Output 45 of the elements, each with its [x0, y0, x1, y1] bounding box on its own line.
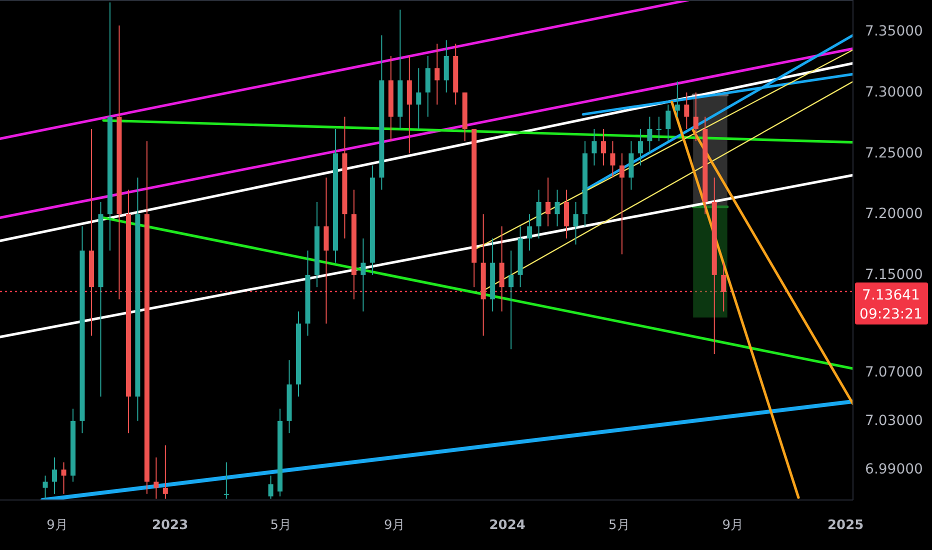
x-tick-label: 2024: [489, 518, 526, 533]
x-tick-label: 9月: [46, 518, 68, 533]
candlestick: [600, 128, 606, 166]
y-tick-label: 7.20000: [865, 206, 923, 222]
x-tick-label: 9月: [722, 518, 744, 533]
candlestick: [61, 462, 66, 494]
ref-line-label: 7.13641: [862, 287, 920, 304]
y-tick-label: 6.99000: [865, 462, 923, 478]
y-tick-label: 7.03000: [865, 412, 923, 429]
candlestick: [573, 201, 578, 246]
x-tick-label: 5月: [608, 518, 630, 533]
x-tick-label: 2025: [828, 518, 864, 533]
candlestick: [721, 262, 726, 312]
candlestick: [268, 475, 274, 500]
y-tick-label: 7.35000: [865, 24, 923, 40]
y-tick-label: 7.25000: [865, 145, 923, 162]
candlestick: [162, 444, 168, 500]
candlestick: [610, 140, 616, 178]
y-tick-label: 7.30000: [865, 84, 923, 100]
candlestick: [154, 456, 159, 500]
candlestick: [674, 81, 680, 118]
candlestick: [647, 116, 652, 154]
candlestick: [554, 189, 560, 227]
candlestick: [546, 177, 551, 227]
y-tick-label: 7.07000: [865, 364, 923, 380]
candlestick: [52, 456, 58, 494]
x-tick-label: 5月: [270, 518, 292, 533]
candlestick: [434, 43, 440, 106]
candlestick: [360, 238, 366, 312]
candlestick: [527, 214, 532, 252]
x-tick-label: 9月: [384, 518, 406, 533]
candlestick: [693, 92, 698, 142]
candlestick: [619, 152, 624, 255]
candlestick: [656, 116, 662, 142]
candlestick: [416, 68, 422, 130]
text: 09:23:21: [860, 306, 922, 322]
x-tick-label: 2023: [152, 518, 188, 533]
y-tick-label: 7.15000: [865, 266, 923, 283]
candlestick: [592, 128, 597, 166]
candlestick: [42, 475, 48, 500]
candlestick: [508, 250, 514, 350]
candlestick: [666, 104, 671, 142]
candlestick: [684, 92, 690, 130]
candlestick: [224, 462, 229, 500]
candlestick: [638, 128, 643, 166]
